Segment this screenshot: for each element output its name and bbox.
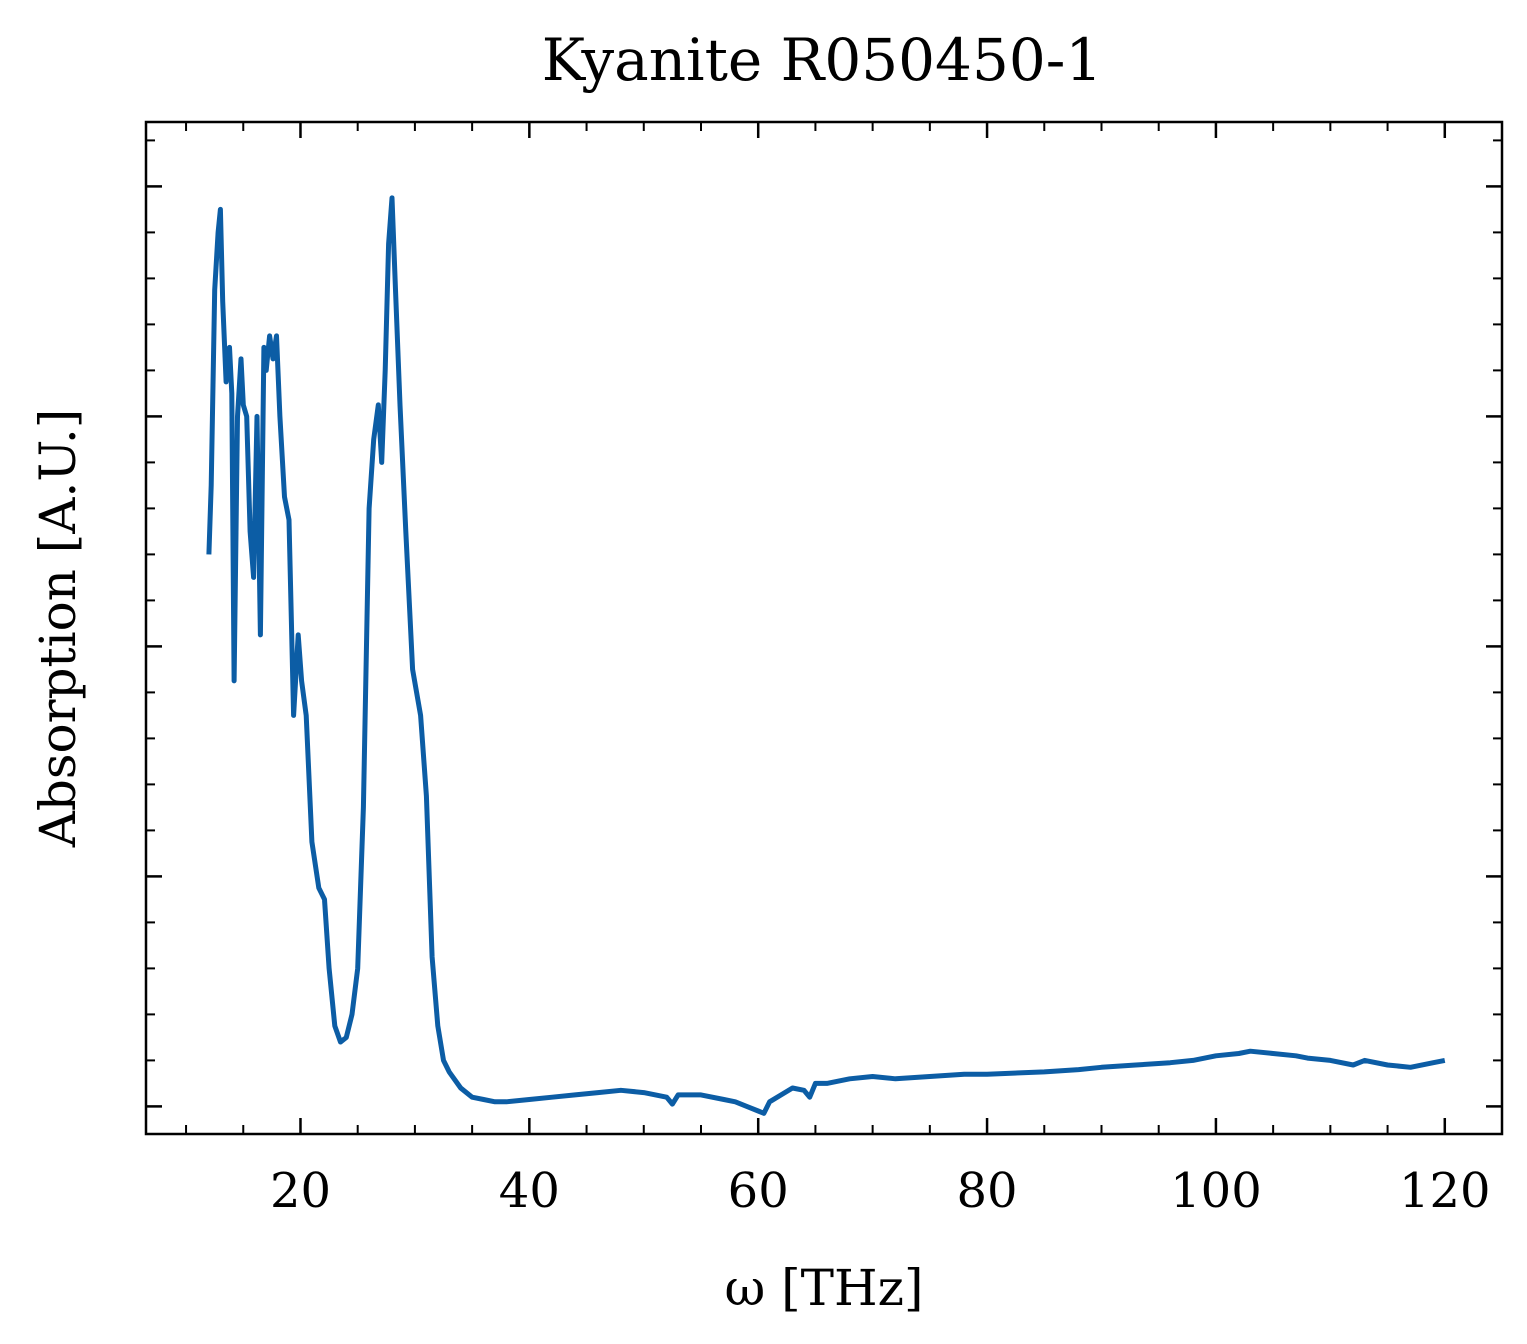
- x-axis-label: ω [THz]: [725, 1259, 924, 1317]
- x-tick-label: 80: [957, 1163, 1018, 1219]
- plot-frame: [144, 120, 1504, 1136]
- axis-ticks: 20 40 60 80 100 120: [146, 122, 1503, 1219]
- x-tick-label: 20: [270, 1163, 331, 1219]
- x-tick-label: 120: [1399, 1163, 1491, 1219]
- chart-title: Kyanite R050450-1: [542, 26, 1103, 94]
- series-line-0: [206, 195, 1446, 1116]
- plot-area: [206, 195, 1446, 1116]
- x-tick-label: 40: [499, 1163, 560, 1219]
- x-tick-label: 60: [728, 1163, 789, 1219]
- y-axis-label: Absorption [A.U.]: [29, 409, 87, 849]
- x-tick-label: 100: [1170, 1163, 1262, 1219]
